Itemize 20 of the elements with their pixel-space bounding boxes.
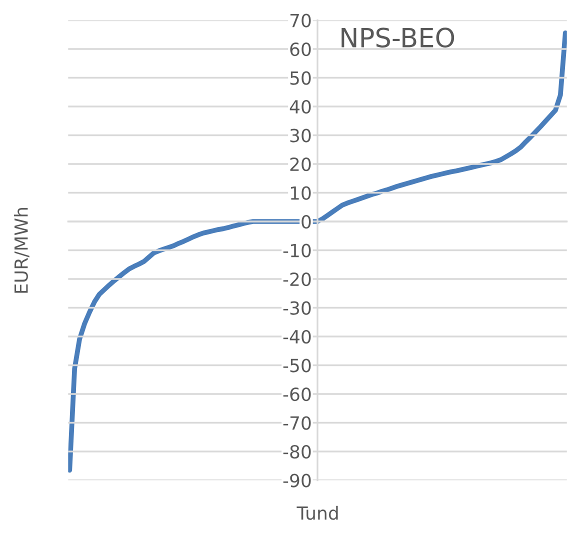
y-tick-label: 10 bbox=[290, 186, 311, 200]
y-tick-label: 30 bbox=[290, 128, 311, 142]
y-tick-label: 60 bbox=[290, 42, 311, 56]
chart-title: NPS-BEO bbox=[342, 28, 454, 48]
y-tick-label: -50 bbox=[283, 358, 311, 372]
x-axis-title: Tund bbox=[296, 506, 338, 520]
y-tick-label: -40 bbox=[283, 330, 311, 344]
y-tick-label: -10 bbox=[283, 244, 311, 258]
y-tick-label: 50 bbox=[290, 71, 311, 85]
y-tick-label: -70 bbox=[283, 416, 311, 430]
y-tick-label: -20 bbox=[283, 272, 311, 286]
y-tick-label: -90 bbox=[283, 474, 311, 488]
y-tick-label: 20 bbox=[290, 157, 311, 172]
y-axis-title: EUR/MWh bbox=[14, 208, 30, 293]
y-tick-label: 0 bbox=[302, 214, 311, 229]
y-tick-label: -60 bbox=[283, 387, 311, 402]
y-tick-label: -30 bbox=[283, 301, 311, 315]
y-tick-label: 70 bbox=[290, 14, 311, 28]
y-tick-label: 40 bbox=[290, 100, 311, 114]
y-tick-label: -80 bbox=[283, 444, 311, 459]
